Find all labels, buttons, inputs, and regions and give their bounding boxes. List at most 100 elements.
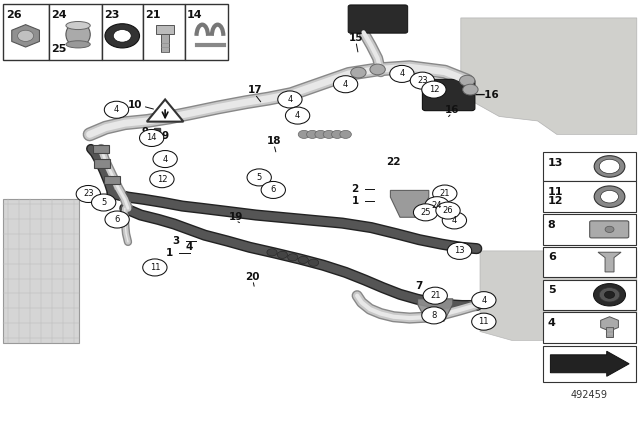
Circle shape bbox=[605, 226, 614, 233]
Circle shape bbox=[140, 129, 164, 146]
Bar bbox=[93, 145, 109, 153]
Text: 12: 12 bbox=[429, 85, 439, 94]
Polygon shape bbox=[598, 252, 621, 272]
Text: 19: 19 bbox=[228, 212, 243, 222]
Bar bbox=[543, 214, 636, 245]
Circle shape bbox=[104, 101, 129, 118]
Circle shape bbox=[600, 190, 618, 203]
Circle shape bbox=[436, 202, 460, 219]
Ellipse shape bbox=[66, 22, 90, 47]
Text: 6: 6 bbox=[115, 215, 120, 224]
Text: 21: 21 bbox=[440, 189, 450, 198]
Polygon shape bbox=[390, 190, 429, 217]
Polygon shape bbox=[601, 317, 618, 331]
Text: 5: 5 bbox=[101, 198, 106, 207]
Circle shape bbox=[261, 181, 285, 198]
Circle shape bbox=[604, 291, 614, 298]
Text: 24: 24 bbox=[51, 10, 67, 20]
Circle shape bbox=[340, 130, 351, 138]
Text: 4: 4 bbox=[287, 95, 292, 104]
Text: 3: 3 bbox=[172, 236, 180, 246]
Text: 9: 9 bbox=[161, 131, 169, 141]
Polygon shape bbox=[147, 99, 184, 122]
Circle shape bbox=[76, 185, 100, 202]
Text: 8: 8 bbox=[548, 220, 556, 229]
Circle shape bbox=[267, 249, 277, 256]
Bar bbox=[543, 312, 636, 343]
Text: 11: 11 bbox=[150, 263, 160, 272]
Circle shape bbox=[390, 65, 414, 82]
Circle shape bbox=[277, 251, 287, 258]
Text: 16: 16 bbox=[445, 105, 459, 115]
Bar bbox=[3, 199, 79, 343]
Text: 20: 20 bbox=[246, 272, 260, 282]
FancyBboxPatch shape bbox=[422, 79, 475, 111]
Circle shape bbox=[594, 156, 625, 177]
Text: 13: 13 bbox=[454, 246, 465, 255]
Circle shape bbox=[410, 72, 435, 89]
Text: 14: 14 bbox=[187, 10, 202, 20]
Circle shape bbox=[105, 24, 140, 48]
Circle shape bbox=[278, 91, 302, 108]
Text: 8: 8 bbox=[431, 311, 436, 320]
Text: 1: 1 bbox=[166, 248, 173, 258]
Text: 26: 26 bbox=[6, 10, 22, 20]
Text: 25: 25 bbox=[420, 208, 431, 217]
Circle shape bbox=[594, 186, 625, 207]
Text: 5: 5 bbox=[548, 285, 556, 295]
Bar bbox=[102, 4, 143, 60]
Text: 6: 6 bbox=[548, 252, 556, 262]
Text: 14: 14 bbox=[147, 134, 157, 142]
Text: 7: 7 bbox=[415, 281, 423, 291]
Text: 12: 12 bbox=[548, 196, 563, 206]
Text: 25: 25 bbox=[51, 44, 67, 54]
Circle shape bbox=[442, 212, 467, 229]
Text: 26: 26 bbox=[443, 206, 453, 215]
Text: 4: 4 bbox=[481, 296, 486, 305]
Text: —16: —16 bbox=[475, 90, 500, 100]
Text: 11: 11 bbox=[548, 187, 563, 197]
Circle shape bbox=[463, 84, 478, 95]
Bar bbox=[143, 4, 185, 60]
Text: 22: 22 bbox=[386, 157, 400, 167]
Circle shape bbox=[332, 130, 343, 138]
Polygon shape bbox=[480, 251, 637, 340]
Bar bbox=[104, 176, 120, 184]
Circle shape bbox=[307, 130, 318, 138]
Circle shape bbox=[323, 130, 335, 138]
Bar bbox=[543, 247, 636, 277]
Circle shape bbox=[105, 211, 129, 228]
Circle shape bbox=[351, 67, 366, 78]
Circle shape bbox=[422, 81, 446, 98]
Circle shape bbox=[472, 313, 496, 330]
Circle shape bbox=[308, 259, 319, 266]
Bar bbox=[95, 159, 110, 168]
Circle shape bbox=[425, 197, 449, 214]
Circle shape bbox=[315, 130, 326, 138]
Circle shape bbox=[370, 64, 385, 75]
Text: 4: 4 bbox=[295, 111, 300, 120]
Text: 4: 4 bbox=[548, 318, 556, 327]
Circle shape bbox=[472, 292, 496, 309]
Bar bbox=[543, 346, 636, 382]
Text: 1: 1 bbox=[351, 196, 359, 206]
Text: 11: 11 bbox=[479, 317, 489, 326]
Text: 23: 23 bbox=[83, 190, 93, 198]
Circle shape bbox=[333, 76, 358, 93]
Ellipse shape bbox=[66, 22, 90, 30]
Circle shape bbox=[298, 130, 310, 138]
Text: 4: 4 bbox=[343, 80, 348, 89]
Text: 492459: 492459 bbox=[571, 390, 607, 400]
Bar bbox=[543, 280, 636, 310]
Text: 9: 9 bbox=[142, 127, 149, 137]
Ellipse shape bbox=[66, 41, 90, 48]
Polygon shape bbox=[550, 351, 629, 376]
Bar bbox=[185, 4, 228, 60]
Text: 4: 4 bbox=[399, 69, 404, 78]
Circle shape bbox=[92, 194, 116, 211]
Circle shape bbox=[298, 256, 308, 263]
Circle shape bbox=[599, 288, 620, 302]
Bar bbox=[543, 152, 636, 181]
Text: 4: 4 bbox=[186, 242, 193, 252]
Circle shape bbox=[433, 185, 457, 202]
